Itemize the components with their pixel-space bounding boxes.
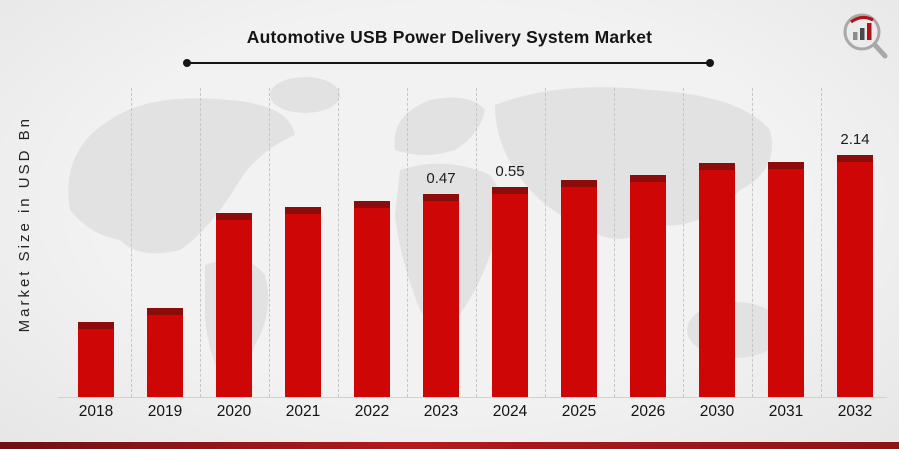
bar-cap-2024 xyxy=(492,187,528,194)
vertical-gridline xyxy=(544,88,546,397)
bar-cap-2018 xyxy=(78,322,114,329)
bar-2032 xyxy=(837,155,873,397)
bar-cap-2030 xyxy=(699,163,735,170)
vertical-gridline xyxy=(682,88,684,397)
vertical-gridline xyxy=(820,88,822,397)
mrfr-logo-icon xyxy=(837,8,891,62)
x-axis-label-2019: 2019 xyxy=(147,403,183,420)
x-axis-label-2025: 2025 xyxy=(561,403,597,420)
x-axis-label-2020: 2020 xyxy=(216,403,252,420)
vertical-gridline xyxy=(613,88,615,397)
bar-cap-2031 xyxy=(768,162,804,169)
bar-2030 xyxy=(699,163,735,397)
bar-cap-2032 xyxy=(837,155,873,162)
footer-accent-bar xyxy=(0,442,899,449)
vertical-gridline xyxy=(199,88,201,397)
bar-value-label-2024: 0.55 xyxy=(495,163,525,180)
bar-value-label-2023: 0.47 xyxy=(426,170,456,187)
vertical-gridline xyxy=(406,88,408,397)
bar-2025 xyxy=(561,180,597,397)
bar-cap-2021 xyxy=(285,207,321,214)
bar-cap-2019 xyxy=(147,308,183,315)
x-axis-label-2024: 2024 xyxy=(492,403,528,420)
x-axis-label-2021: 2021 xyxy=(285,403,321,420)
vertical-gridline xyxy=(268,88,270,397)
vertical-gridline xyxy=(475,88,477,397)
bar-2031 xyxy=(768,162,804,397)
bar-2023 xyxy=(423,194,459,397)
vertical-gridline xyxy=(751,88,753,397)
title-underline xyxy=(183,59,714,67)
underline-right-dot xyxy=(706,59,714,67)
x-axis-label-2031: 2031 xyxy=(768,403,804,420)
bar-2018 xyxy=(78,322,114,397)
bar-2026 xyxy=(630,175,666,397)
bar-cap-2022 xyxy=(354,201,390,208)
vertical-gridline xyxy=(130,88,132,397)
x-axis-label-2032: 2032 xyxy=(837,403,873,420)
bar-2019 xyxy=(147,308,183,397)
bar-cap-2026 xyxy=(630,175,666,182)
x-axis-label-2023: 2023 xyxy=(423,403,459,420)
x-axis-label-2030: 2030 xyxy=(699,403,735,420)
bar-2020 xyxy=(216,213,252,397)
bar-2024 xyxy=(492,187,528,397)
bar-cap-2023 xyxy=(423,194,459,201)
vertical-gridline xyxy=(337,88,339,397)
x-axis-line xyxy=(58,397,887,398)
underline-left-dot xyxy=(183,59,191,67)
x-axis-label-2022: 2022 xyxy=(354,403,390,420)
bar-2021 xyxy=(285,207,321,397)
bar-cap-2020 xyxy=(216,213,252,220)
bar-2022 xyxy=(354,201,390,397)
x-axis-label-2026: 2026 xyxy=(630,403,666,420)
bar-value-label-2032: 2.14 xyxy=(840,131,870,148)
chart-title: Automotive USB Power Delivery System Mar… xyxy=(246,27,653,47)
x-axis-label-2018: 2018 xyxy=(78,403,114,420)
bar-cap-2025 xyxy=(561,180,597,187)
